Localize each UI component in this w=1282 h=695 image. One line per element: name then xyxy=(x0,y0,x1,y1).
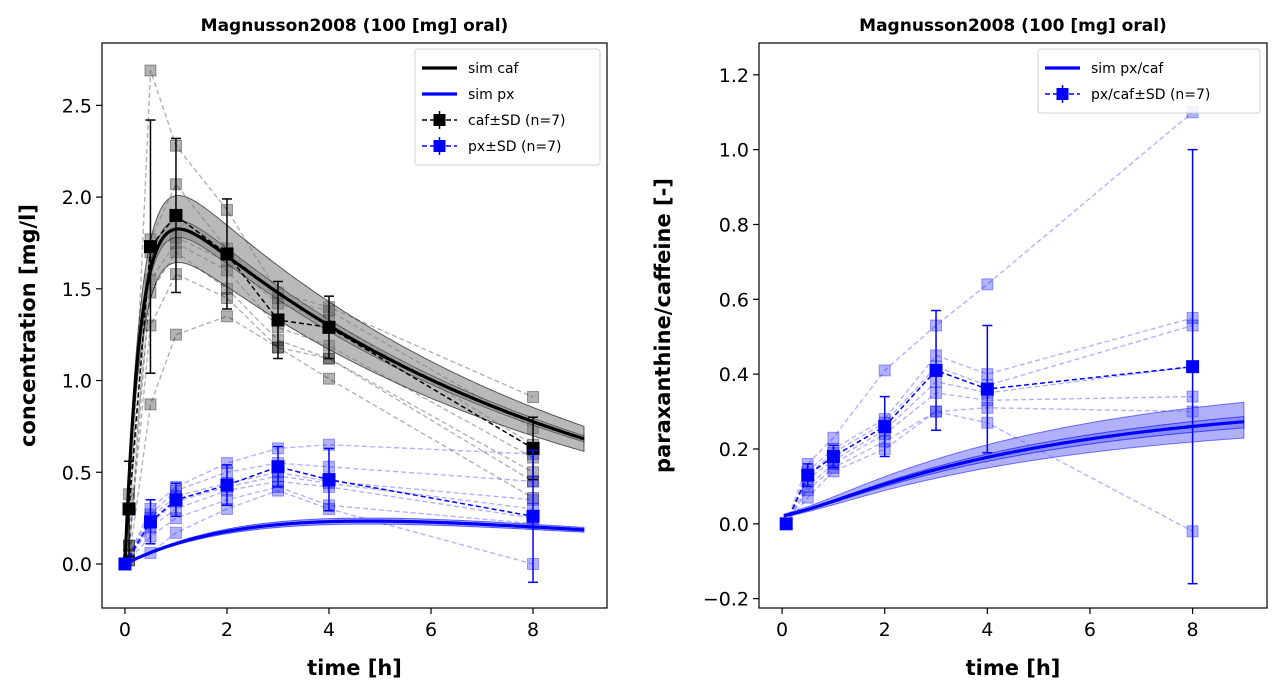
mean-marker xyxy=(143,240,157,254)
y-tick-label: −0.2 xyxy=(703,589,749,611)
y-tick-label: 0.0 xyxy=(719,514,749,536)
chart-panel-1: 0 2 4 6 8 0.0 0.5 1.0 1.5 2.0 2.5 Magnusson2008 (10… xyxy=(16,16,608,680)
x-tick-label: 0 xyxy=(119,619,131,641)
sim-band-inner xyxy=(783,416,1245,517)
individual-marker xyxy=(169,526,182,539)
sim-line xyxy=(124,519,585,566)
x-tick-label: 2 xyxy=(221,619,233,641)
x-tick-label: 6 xyxy=(1084,619,1096,641)
individual-marker xyxy=(169,328,182,341)
mean-marker xyxy=(929,363,943,377)
mean-marker xyxy=(122,502,136,516)
x-tick-label: 6 xyxy=(425,619,437,641)
x-tick-label: 4 xyxy=(323,619,335,641)
y-tick-label: 0.6 xyxy=(719,289,749,311)
y-tick-label: 1.5 xyxy=(62,279,92,301)
mean-marker xyxy=(526,441,540,455)
mean-marker xyxy=(779,517,793,531)
sim-band-inner xyxy=(124,220,585,565)
legend: sim caf sim px caf±SD (n=7) px±SD (n=7) xyxy=(414,48,601,166)
y-tick-label: 0.0 xyxy=(62,554,92,576)
x-tick-label: 4 xyxy=(981,619,993,641)
individual-marker xyxy=(220,310,233,323)
x-tick-label: 0 xyxy=(776,619,788,641)
x-tick-label: 8 xyxy=(527,619,539,641)
y-axis-label: concentration [mg/l] xyxy=(16,204,40,447)
mean-marker xyxy=(271,460,285,474)
y-tick-label: 1.0 xyxy=(719,140,749,162)
x-tick-label: 8 xyxy=(1187,619,1199,641)
chart-panel-2: 0 2 4 6 8 −0.2 0.0 0.2 0.4 0.6 0.8 1.0 1.2 Magnusson2… xyxy=(651,16,1268,680)
mean-marker xyxy=(322,320,336,334)
legend-swatch-marker xyxy=(433,140,446,152)
legend-label: caf±SD (n=7) xyxy=(468,113,566,129)
individual-marker xyxy=(322,372,335,385)
individual-line xyxy=(785,111,1194,525)
y-tick-label: 0.5 xyxy=(62,462,92,484)
legend: sim px/caf px/caf±SD (n=7) xyxy=(1037,48,1261,114)
mean-marker xyxy=(526,509,540,523)
individual-marker xyxy=(981,278,994,291)
legend-label: sim caf xyxy=(468,61,520,77)
legend-label: px±SD (n=7) xyxy=(468,139,561,155)
y-tick-label: 1.0 xyxy=(62,371,92,393)
sim-line xyxy=(123,227,585,565)
chart-title: Magnusson2008 (100 [mg] oral) xyxy=(859,16,1167,36)
legend-swatch-marker xyxy=(1056,88,1069,100)
mean-marker xyxy=(980,382,994,396)
y-tick-label: 0.8 xyxy=(719,214,749,236)
mean-marker xyxy=(878,420,892,434)
mean-marker xyxy=(271,313,285,327)
y-tick-label: 1.2 xyxy=(719,65,749,87)
individual-marker xyxy=(801,491,814,504)
legend-label: sim px/caf xyxy=(1091,61,1164,77)
y-axis-label: paraxanthine/caffeine [-] xyxy=(651,178,675,473)
y-tick-label: 0.2 xyxy=(719,439,749,461)
individual-marker xyxy=(144,64,157,77)
legend-box xyxy=(414,48,601,166)
mean-marker xyxy=(220,478,234,492)
x-axis-label: time [h] xyxy=(307,656,402,680)
sim-band xyxy=(124,195,585,565)
plot-area xyxy=(779,106,1245,585)
mean-marker xyxy=(169,493,183,507)
chart-title: Magnusson2008 (100 [mg] oral) xyxy=(201,16,509,36)
individual-line xyxy=(128,236,534,495)
legend-label: sim px xyxy=(468,87,514,103)
individual-marker xyxy=(527,391,540,404)
mean-marker xyxy=(169,208,183,222)
mean-marker xyxy=(220,247,234,261)
mean-marker xyxy=(143,515,157,529)
sim-line xyxy=(783,420,1245,518)
axes-frame xyxy=(101,42,608,609)
axes-frame xyxy=(758,42,1268,609)
individual-marker xyxy=(878,364,891,377)
individual-marker xyxy=(827,431,840,444)
mean-marker xyxy=(801,468,815,482)
y-tick-label: 0.4 xyxy=(719,364,749,386)
plot-area xyxy=(118,64,585,584)
individual-marker xyxy=(144,398,157,411)
legend-label: px/caf±SD (n=7) xyxy=(1091,87,1210,103)
legend-box xyxy=(1037,48,1261,114)
mean-marker xyxy=(118,557,132,571)
mean-marker xyxy=(322,473,336,487)
sim-band xyxy=(783,401,1245,518)
y-tick-label: 2.0 xyxy=(62,187,92,209)
y-tick-label: 2.5 xyxy=(62,95,92,117)
mean-marker xyxy=(826,449,840,463)
x-tick-label: 2 xyxy=(879,619,891,641)
x-axis-label: time [h] xyxy=(966,656,1061,680)
mean-marker xyxy=(1186,360,1200,374)
legend-swatch-marker xyxy=(433,114,446,126)
